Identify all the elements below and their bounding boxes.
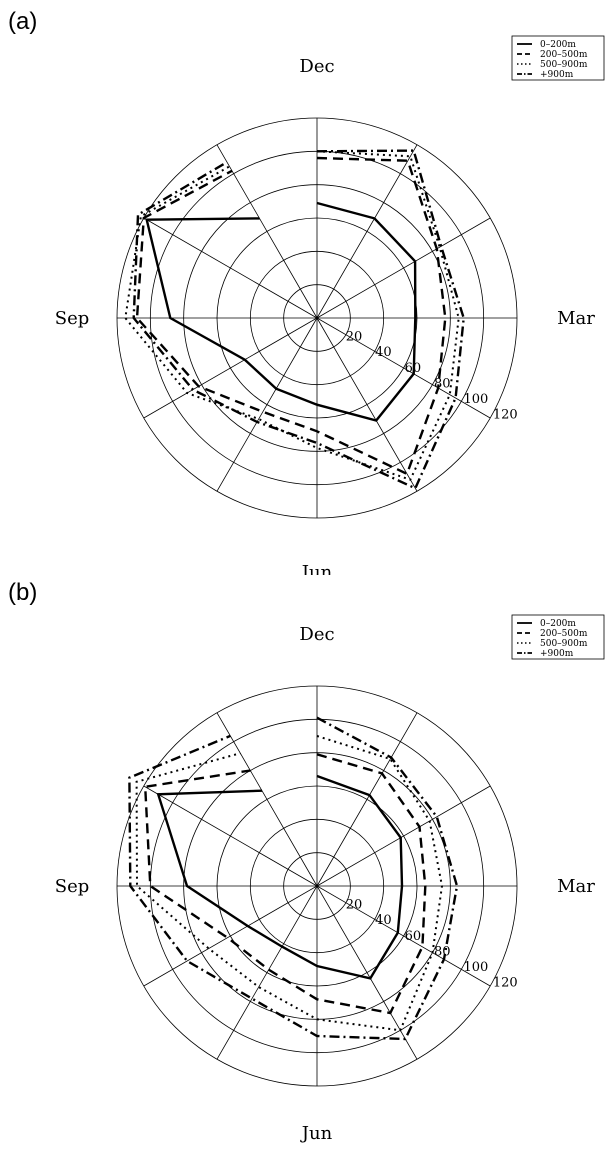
legend-label: 500–900m <box>540 639 588 649</box>
legend-label: 0–200m <box>540 619 576 629</box>
radial-tick-label: 120 <box>493 976 518 991</box>
chart-panel-a: (a) 20 40 60 80 100 120 Dec Mar Jun Sep 0–200m 200–… <box>0 0 609 575</box>
month-label-right: Mar <box>557 876 595 897</box>
radial-tick-label: 120 <box>493 408 518 423</box>
grid-spoke <box>216 885 318 1060</box>
series-line-solid <box>156 774 404 980</box>
grid-spoke <box>316 217 491 319</box>
grid-spoke <box>316 317 491 419</box>
radial-tick-label: 80 <box>434 944 451 959</box>
grid-spoke <box>316 712 418 887</box>
grid-spoke <box>143 317 318 419</box>
grid-spoke <box>316 317 418 492</box>
polar-grid <box>116 685 518 1087</box>
radial-tick-label: 100 <box>463 392 488 407</box>
grid-spoke <box>143 785 318 887</box>
grid-spoke <box>316 785 491 887</box>
series-line-dotted <box>135 735 444 1032</box>
radial-tick-label: 100 <box>463 960 488 975</box>
panel-label: (b) <box>8 579 38 606</box>
legend-label: 500–900m <box>540 60 588 70</box>
radial-tick-label: 40 <box>375 345 392 360</box>
month-label-left: Sep <box>55 308 90 329</box>
grid-spoke <box>316 885 491 987</box>
grid-spoke <box>216 317 318 492</box>
legend-label: 200–500m <box>540 629 588 639</box>
grid-spoke <box>316 144 418 319</box>
polar-grid <box>116 117 518 519</box>
grid-spoke <box>216 712 318 887</box>
series-line-dashdot <box>128 716 459 1041</box>
month-label-top: Dec <box>299 56 334 77</box>
legend-label: +900m <box>540 70 574 80</box>
legend-label: 200–500m <box>540 50 588 60</box>
radar-chart-a: 20406080100120DecMarJunSep0–200m200–500m… <box>55 35 605 575</box>
radial-tick-label: 20 <box>346 329 363 344</box>
radial-tick-label: 60 <box>405 929 422 944</box>
month-label-top: Dec <box>299 624 334 645</box>
month-label-left: Sep <box>55 876 90 897</box>
panel-label: (a) <box>8 8 38 35</box>
chart-panel-b: (b) 20 40 60 80 100 120 Dec Mar Jun Sep 0–200m 200–… <box>0 575 609 1150</box>
grid-spoke <box>216 144 318 319</box>
grid-spoke <box>316 885 418 1060</box>
radial-tick-label: 20 <box>346 897 363 912</box>
month-label-bottom: Jun <box>300 562 333 575</box>
radial-tick-label: 40 <box>375 913 392 928</box>
series-line-dashdot <box>132 149 465 490</box>
legend-label: 0–200m <box>540 40 576 50</box>
series-line-dotted <box>124 150 460 481</box>
month-label-right: Mar <box>557 308 595 329</box>
grid-spoke <box>143 885 318 987</box>
series-line-solid <box>145 201 417 422</box>
legend-label: +900m <box>540 649 574 659</box>
radar-chart-b: 20 40 60 80 100 120 Dec Mar Jun Sep 0–200m200–500m… <box>55 614 605 1144</box>
grid-spoke <box>143 217 318 319</box>
series-line-dashed <box>135 156 447 476</box>
month-label-bottom: Jun <box>300 1123 333 1144</box>
